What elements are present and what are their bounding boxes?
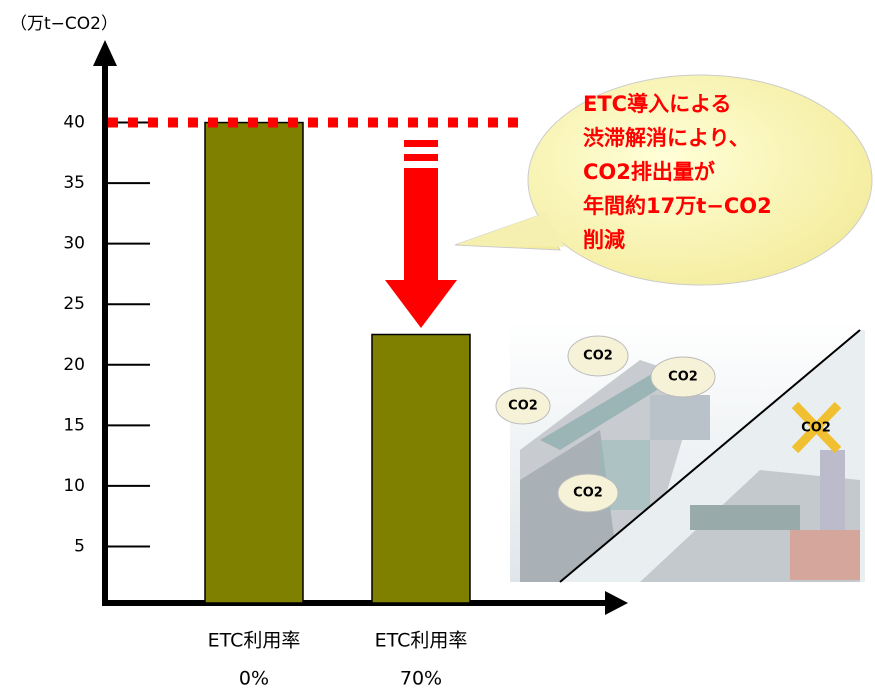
illustration: [495, 320, 865, 583]
bar: [204, 121, 304, 604]
y-tick-label: 20: [63, 355, 85, 375]
y-axis-arrow: [93, 40, 117, 66]
bar: [371, 333, 471, 604]
illustration-label: CO2: [583, 349, 613, 364]
annotation-line: 削減: [583, 228, 625, 252]
x-axis-arrow: [605, 591, 628, 615]
y-unit: （万t−CO2）: [10, 14, 118, 34]
annotation-line: 渋滞解消により、: [583, 126, 750, 150]
y-tick-label: 35: [63, 173, 85, 193]
y-tick-label: 10: [63, 476, 85, 496]
y-tick-label: 40: [63, 113, 85, 133]
y-tick-label: 25: [63, 294, 85, 314]
illustration-label: CO2: [573, 486, 603, 501]
x-tick-label: 0%: [239, 668, 269, 690]
y-tick-label: 15: [63, 415, 85, 435]
annotation-line: 年間約17万t−CO2: [583, 194, 772, 218]
x-tick-label: 70%: [400, 668, 442, 690]
annotation-line: ETC導入による: [583, 92, 731, 116]
illustration-label: CO2: [508, 399, 538, 414]
y-tick-label: 30: [63, 234, 85, 254]
callout: [454, 74, 873, 286]
reduction-arrow: [385, 140, 457, 328]
x-tick-label: ETC利用率: [375, 630, 468, 652]
annotation-line: CO2排出量が: [583, 160, 715, 184]
x-tick-label: ETC利用率: [208, 630, 301, 652]
illustration-label: CO2: [668, 370, 698, 385]
y-tick-label: 5: [74, 536, 85, 556]
illustration-label: CO2: [801, 421, 831, 436]
